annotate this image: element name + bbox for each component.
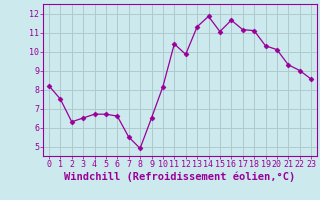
X-axis label: Windchill (Refroidissement éolien,°C): Windchill (Refroidissement éolien,°C)	[64, 172, 296, 182]
